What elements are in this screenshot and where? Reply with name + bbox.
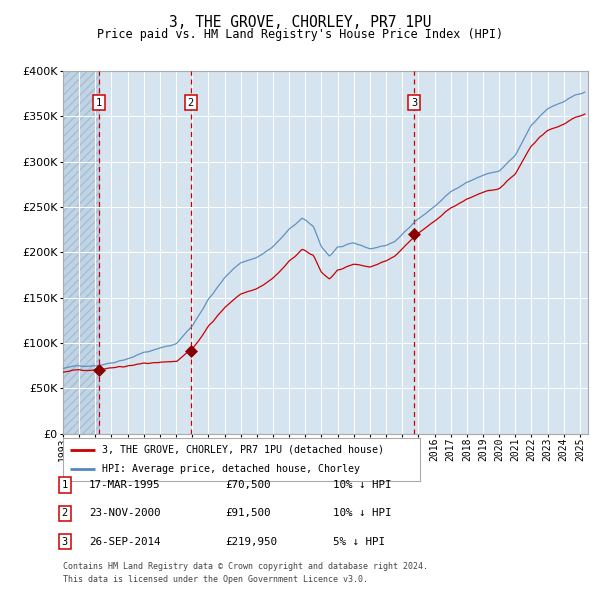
Text: 3: 3 xyxy=(62,537,68,546)
Text: 1: 1 xyxy=(95,97,102,107)
Bar xyxy=(63,71,98,434)
Text: 10% ↓ HPI: 10% ↓ HPI xyxy=(333,509,392,518)
Text: 2: 2 xyxy=(62,509,68,518)
Text: £219,950: £219,950 xyxy=(225,537,277,546)
Text: £70,500: £70,500 xyxy=(225,480,271,490)
Text: 26-SEP-2014: 26-SEP-2014 xyxy=(89,537,160,546)
Text: 5% ↓ HPI: 5% ↓ HPI xyxy=(333,537,385,546)
Text: Price paid vs. HM Land Registry's House Price Index (HPI): Price paid vs. HM Land Registry's House … xyxy=(97,28,503,41)
Text: 23-NOV-2000: 23-NOV-2000 xyxy=(89,509,160,518)
Text: 3: 3 xyxy=(411,97,418,107)
Text: HPI: Average price, detached house, Chorley: HPI: Average price, detached house, Chor… xyxy=(102,464,360,474)
Text: 3, THE GROVE, CHORLEY, PR7 1PU: 3, THE GROVE, CHORLEY, PR7 1PU xyxy=(169,15,431,30)
Text: 3, THE GROVE, CHORLEY, PR7 1PU (detached house): 3, THE GROVE, CHORLEY, PR7 1PU (detached… xyxy=(102,445,384,455)
Text: 17-MAR-1995: 17-MAR-1995 xyxy=(89,480,160,490)
Text: £91,500: £91,500 xyxy=(225,509,271,518)
Text: This data is licensed under the Open Government Licence v3.0.: This data is licensed under the Open Gov… xyxy=(63,575,368,584)
Text: 2: 2 xyxy=(187,97,194,107)
Text: Contains HM Land Registry data © Crown copyright and database right 2024.: Contains HM Land Registry data © Crown c… xyxy=(63,562,428,571)
Text: 10% ↓ HPI: 10% ↓ HPI xyxy=(333,480,392,490)
Text: 1: 1 xyxy=(62,480,68,490)
